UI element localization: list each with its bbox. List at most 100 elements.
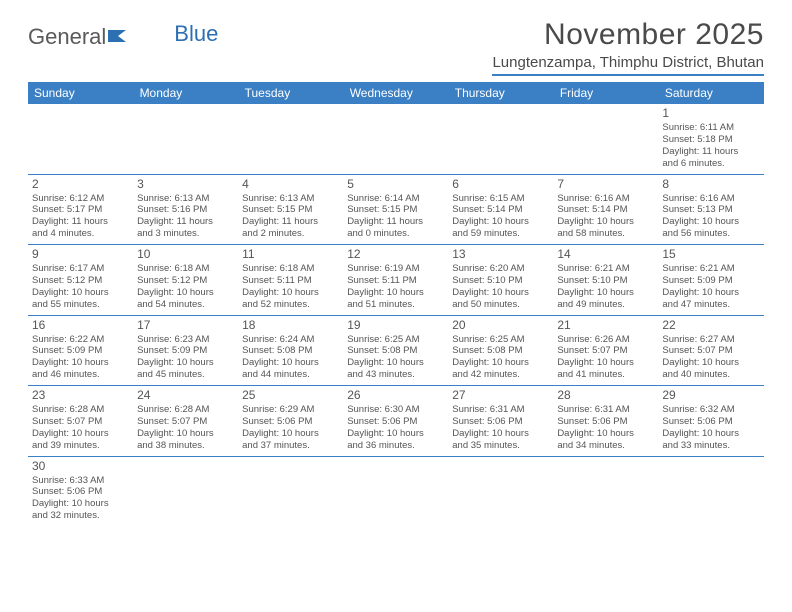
day-number: 19: [347, 318, 444, 333]
day-info-line: Sunset: 5:06 PM: [32, 486, 129, 498]
day-info-line: and 58 minutes.: [557, 228, 654, 240]
day-info-line: Sunrise: 6:24 AM: [242, 334, 339, 346]
day-info-line: and 55 minutes.: [32, 299, 129, 311]
day-number: 18: [242, 318, 339, 333]
weekday-header: Monday: [133, 82, 238, 104]
day-info-line: Sunset: 5:06 PM: [452, 416, 549, 428]
day-info-line: Sunset: 5:14 PM: [557, 204, 654, 216]
logo-flag-icon: [108, 24, 130, 50]
day-number: 15: [662, 247, 759, 262]
day-info-line: Sunrise: 6:16 AM: [557, 193, 654, 205]
calendar-day-cell: 21Sunrise: 6:26 AMSunset: 5:07 PMDayligh…: [553, 315, 658, 386]
calendar-day-cell: 22Sunrise: 6:27 AMSunset: 5:07 PMDayligh…: [658, 315, 763, 386]
calendar-week: 30Sunrise: 6:33 AMSunset: 5:06 PMDayligh…: [28, 456, 764, 526]
calendar-empty-cell: [133, 104, 238, 174]
calendar-day-cell: 29Sunrise: 6:32 AMSunset: 5:06 PMDayligh…: [658, 386, 763, 457]
day-info-line: Sunrise: 6:31 AM: [452, 404, 549, 416]
day-info-line: and 51 minutes.: [347, 299, 444, 311]
day-info-line: and 43 minutes.: [347, 369, 444, 381]
day-info-line: Sunset: 5:06 PM: [242, 416, 339, 428]
day-info-line: Sunrise: 6:23 AM: [137, 334, 234, 346]
calendar-day-cell: 20Sunrise: 6:25 AMSunset: 5:08 PMDayligh…: [448, 315, 553, 386]
weekday-header: Sunday: [28, 82, 133, 104]
day-info-line: Sunrise: 6:27 AM: [662, 334, 759, 346]
day-info-line: Daylight: 10 hours: [452, 357, 549, 369]
calendar-empty-cell: [238, 104, 343, 174]
day-info-line: Sunset: 5:18 PM: [662, 134, 759, 146]
calendar-day-cell: 11Sunrise: 6:18 AMSunset: 5:11 PMDayligh…: [238, 245, 343, 316]
day-info-line: and 47 minutes.: [662, 299, 759, 311]
day-info-line: Sunset: 5:11 PM: [347, 275, 444, 287]
day-info-line: Daylight: 10 hours: [137, 428, 234, 440]
day-number: 5: [347, 177, 444, 192]
calendar-week: 23Sunrise: 6:28 AMSunset: 5:07 PMDayligh…: [28, 386, 764, 457]
calendar-day-cell: 18Sunrise: 6:24 AMSunset: 5:08 PMDayligh…: [238, 315, 343, 386]
day-info-line: Daylight: 10 hours: [32, 287, 129, 299]
calendar-day-cell: 1Sunrise: 6:11 AMSunset: 5:18 PMDaylight…: [658, 104, 763, 174]
calendar-empty-cell: [343, 456, 448, 526]
day-info-line: Sunrise: 6:15 AM: [452, 193, 549, 205]
day-info-line: and 34 minutes.: [557, 440, 654, 452]
location: Lungtenzampa, Thimphu District, Bhutan: [492, 54, 764, 76]
day-info-line: Sunrise: 6:25 AM: [347, 334, 444, 346]
day-info-line: and 38 minutes.: [137, 440, 234, 452]
day-info-line: and 44 minutes.: [242, 369, 339, 381]
day-info-line: Sunrise: 6:20 AM: [452, 263, 549, 275]
day-info-line: Daylight: 11 hours: [137, 216, 234, 228]
day-info-line: Sunset: 5:06 PM: [662, 416, 759, 428]
day-info-line: Sunset: 5:08 PM: [347, 345, 444, 357]
day-info-line: and 3 minutes.: [137, 228, 234, 240]
calendar-day-cell: 27Sunrise: 6:31 AMSunset: 5:06 PMDayligh…: [448, 386, 553, 457]
day-number: 11: [242, 247, 339, 262]
day-info-line: and 33 minutes.: [662, 440, 759, 452]
day-info-line: Sunset: 5:14 PM: [452, 204, 549, 216]
day-info-line: Daylight: 10 hours: [137, 287, 234, 299]
day-info-line: and 32 minutes.: [32, 510, 129, 522]
day-info-line: Sunrise: 6:26 AM: [557, 334, 654, 346]
day-info-line: and 42 minutes.: [452, 369, 549, 381]
day-info-line: Sunrise: 6:19 AM: [347, 263, 444, 275]
day-info-line: Daylight: 10 hours: [662, 216, 759, 228]
day-info-line: Sunset: 5:16 PM: [137, 204, 234, 216]
day-info-line: Sunset: 5:07 PM: [32, 416, 129, 428]
calendar-table: SundayMondayTuesdayWednesdayThursdayFrid…: [28, 82, 764, 526]
calendar-empty-cell: [553, 456, 658, 526]
calendar-day-cell: 23Sunrise: 6:28 AMSunset: 5:07 PMDayligh…: [28, 386, 133, 457]
calendar-empty-cell: [553, 104, 658, 174]
calendar-day-cell: 5Sunrise: 6:14 AMSunset: 5:15 PMDaylight…: [343, 174, 448, 245]
calendar-day-cell: 8Sunrise: 6:16 AMSunset: 5:13 PMDaylight…: [658, 174, 763, 245]
day-number: 28: [557, 388, 654, 403]
day-info-line: Sunset: 5:15 PM: [242, 204, 339, 216]
day-number: 29: [662, 388, 759, 403]
calendar-day-cell: 17Sunrise: 6:23 AMSunset: 5:09 PMDayligh…: [133, 315, 238, 386]
day-info-line: Sunset: 5:08 PM: [242, 345, 339, 357]
day-info-line: Sunrise: 6:21 AM: [662, 263, 759, 275]
day-info-line: and 45 minutes.: [137, 369, 234, 381]
day-info-line: Daylight: 10 hours: [662, 428, 759, 440]
day-info-line: Sunset: 5:06 PM: [557, 416, 654, 428]
day-number: 26: [347, 388, 444, 403]
day-info-line: Sunrise: 6:11 AM: [662, 122, 759, 134]
day-number: 17: [137, 318, 234, 333]
day-info-line: Sunrise: 6:33 AM: [32, 475, 129, 487]
day-number: 6: [452, 177, 549, 192]
day-number: 24: [137, 388, 234, 403]
day-info-line: Sunset: 5:09 PM: [662, 275, 759, 287]
calendar-day-cell: 24Sunrise: 6:28 AMSunset: 5:07 PMDayligh…: [133, 386, 238, 457]
day-info-line: and 37 minutes.: [242, 440, 339, 452]
calendar-day-cell: 4Sunrise: 6:13 AMSunset: 5:15 PMDaylight…: [238, 174, 343, 245]
day-info-line: Daylight: 10 hours: [557, 428, 654, 440]
day-number: 20: [452, 318, 549, 333]
calendar-empty-cell: [343, 104, 448, 174]
day-info-line: Sunrise: 6:29 AM: [242, 404, 339, 416]
day-info-line: Daylight: 10 hours: [557, 287, 654, 299]
header: General Blue November 2025 Lungtenzampa,…: [28, 18, 764, 76]
day-info-line: and 6 minutes.: [662, 158, 759, 170]
weekday-header: Thursday: [448, 82, 553, 104]
day-info-line: Daylight: 10 hours: [662, 287, 759, 299]
day-info-line: and 36 minutes.: [347, 440, 444, 452]
calendar-day-cell: 7Sunrise: 6:16 AMSunset: 5:14 PMDaylight…: [553, 174, 658, 245]
day-info-line: Sunrise: 6:22 AM: [32, 334, 129, 346]
day-number: 2: [32, 177, 129, 192]
calendar-day-cell: 6Sunrise: 6:15 AMSunset: 5:14 PMDaylight…: [448, 174, 553, 245]
